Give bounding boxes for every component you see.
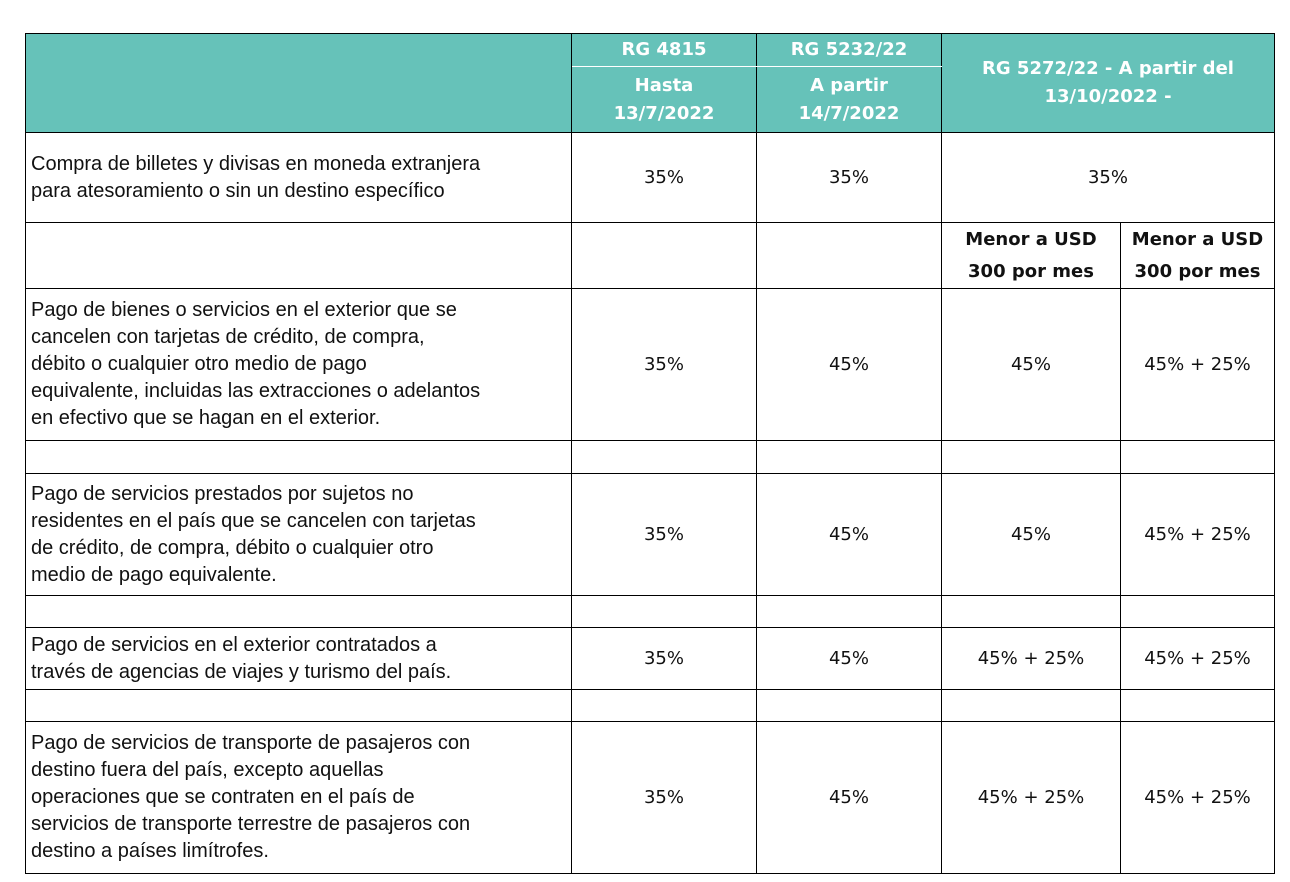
rate-rg5232: 45% — [756, 473, 942, 596]
rate-rg5272-b: 45% + 25% — [1120, 627, 1275, 690]
spacer-row — [25, 689, 1275, 722]
rate-rg4815: 35% — [571, 132, 757, 223]
subheader-row: Menor a USD 300 por mes Menor a USD 300 … — [25, 222, 1275, 289]
table-row: Pago de bienes o servicios en el exterio… — [25, 288, 1275, 441]
rate-rg5272-a: 45% — [941, 288, 1121, 441]
table-row: Pago de servicios de transporte de pasaj… — [25, 721, 1275, 874]
table-row: Compra de billetes y divisas en moneda e… — [25, 132, 1275, 223]
empty-cell — [25, 222, 572, 289]
subheader-rg5272-a: Menor a USD 300 por mes — [941, 222, 1121, 289]
row-description: Pago de servicios prestados por sujetos … — [25, 473, 572, 596]
empty-cell — [756, 222, 942, 289]
row-description: Pago de servicios de transporte de pasaj… — [25, 721, 572, 874]
rate-rg5232: 45% — [756, 721, 942, 874]
header-rg5232-date: A partir 14/7/2022 — [756, 66, 942, 133]
rate-rg5232: 35% — [756, 132, 942, 223]
rate-rg5272-a: 45% — [941, 473, 1121, 596]
rate-rg5272-b: 45% + 25% — [1120, 473, 1275, 596]
row-description: Pago de bienes o servicios en el exterio… — [25, 288, 572, 441]
subheader-rg5272-b: Menor a USD 300 por mes — [1120, 222, 1275, 289]
rate-rg4815: 35% — [571, 721, 757, 874]
table-row: Pago de servicios prestados por sujetos … — [25, 473, 1275, 596]
rate-rg5272-a: 45% + 25% — [941, 721, 1121, 874]
rate-rg5272: 35% — [941, 132, 1275, 223]
header-rg5232-title: RG 5232/22 — [756, 33, 942, 67]
row-description: Pago de servicios en el exterior contrat… — [25, 627, 572, 690]
rate-rg5232: 45% — [756, 627, 942, 690]
rate-rg5232: 45% — [756, 288, 942, 441]
empty-cell — [571, 222, 757, 289]
rate-rg5272-a: 45% + 25% — [941, 627, 1121, 690]
tax-rates-table: RG 4815 RG 5232/22 RG 5272/22 - A partir… — [25, 33, 1275, 874]
row-description: Compra de billetes y divisas en moneda e… — [25, 132, 572, 223]
spacer-row — [25, 440, 1275, 474]
rate-rg5272-b: 45% + 25% — [1120, 721, 1275, 874]
rate-rg4815: 35% — [571, 473, 757, 596]
header-rg5272-title: RG 5272/22 - A partir del 13/10/2022 - — [941, 33, 1275, 133]
header-blank-cell — [25, 33, 572, 133]
rate-rg5272-b: 45% + 25% — [1120, 288, 1275, 441]
header-rg4815-date: Hasta 13/7/2022 — [571, 66, 757, 133]
table-row: Pago de servicios en el exterior contrat… — [25, 627, 1275, 690]
header-rg4815-title: RG 4815 — [571, 33, 757, 67]
rate-rg4815: 35% — [571, 627, 757, 690]
spacer-row — [25, 595, 1275, 628]
rate-rg4815: 35% — [571, 288, 757, 441]
